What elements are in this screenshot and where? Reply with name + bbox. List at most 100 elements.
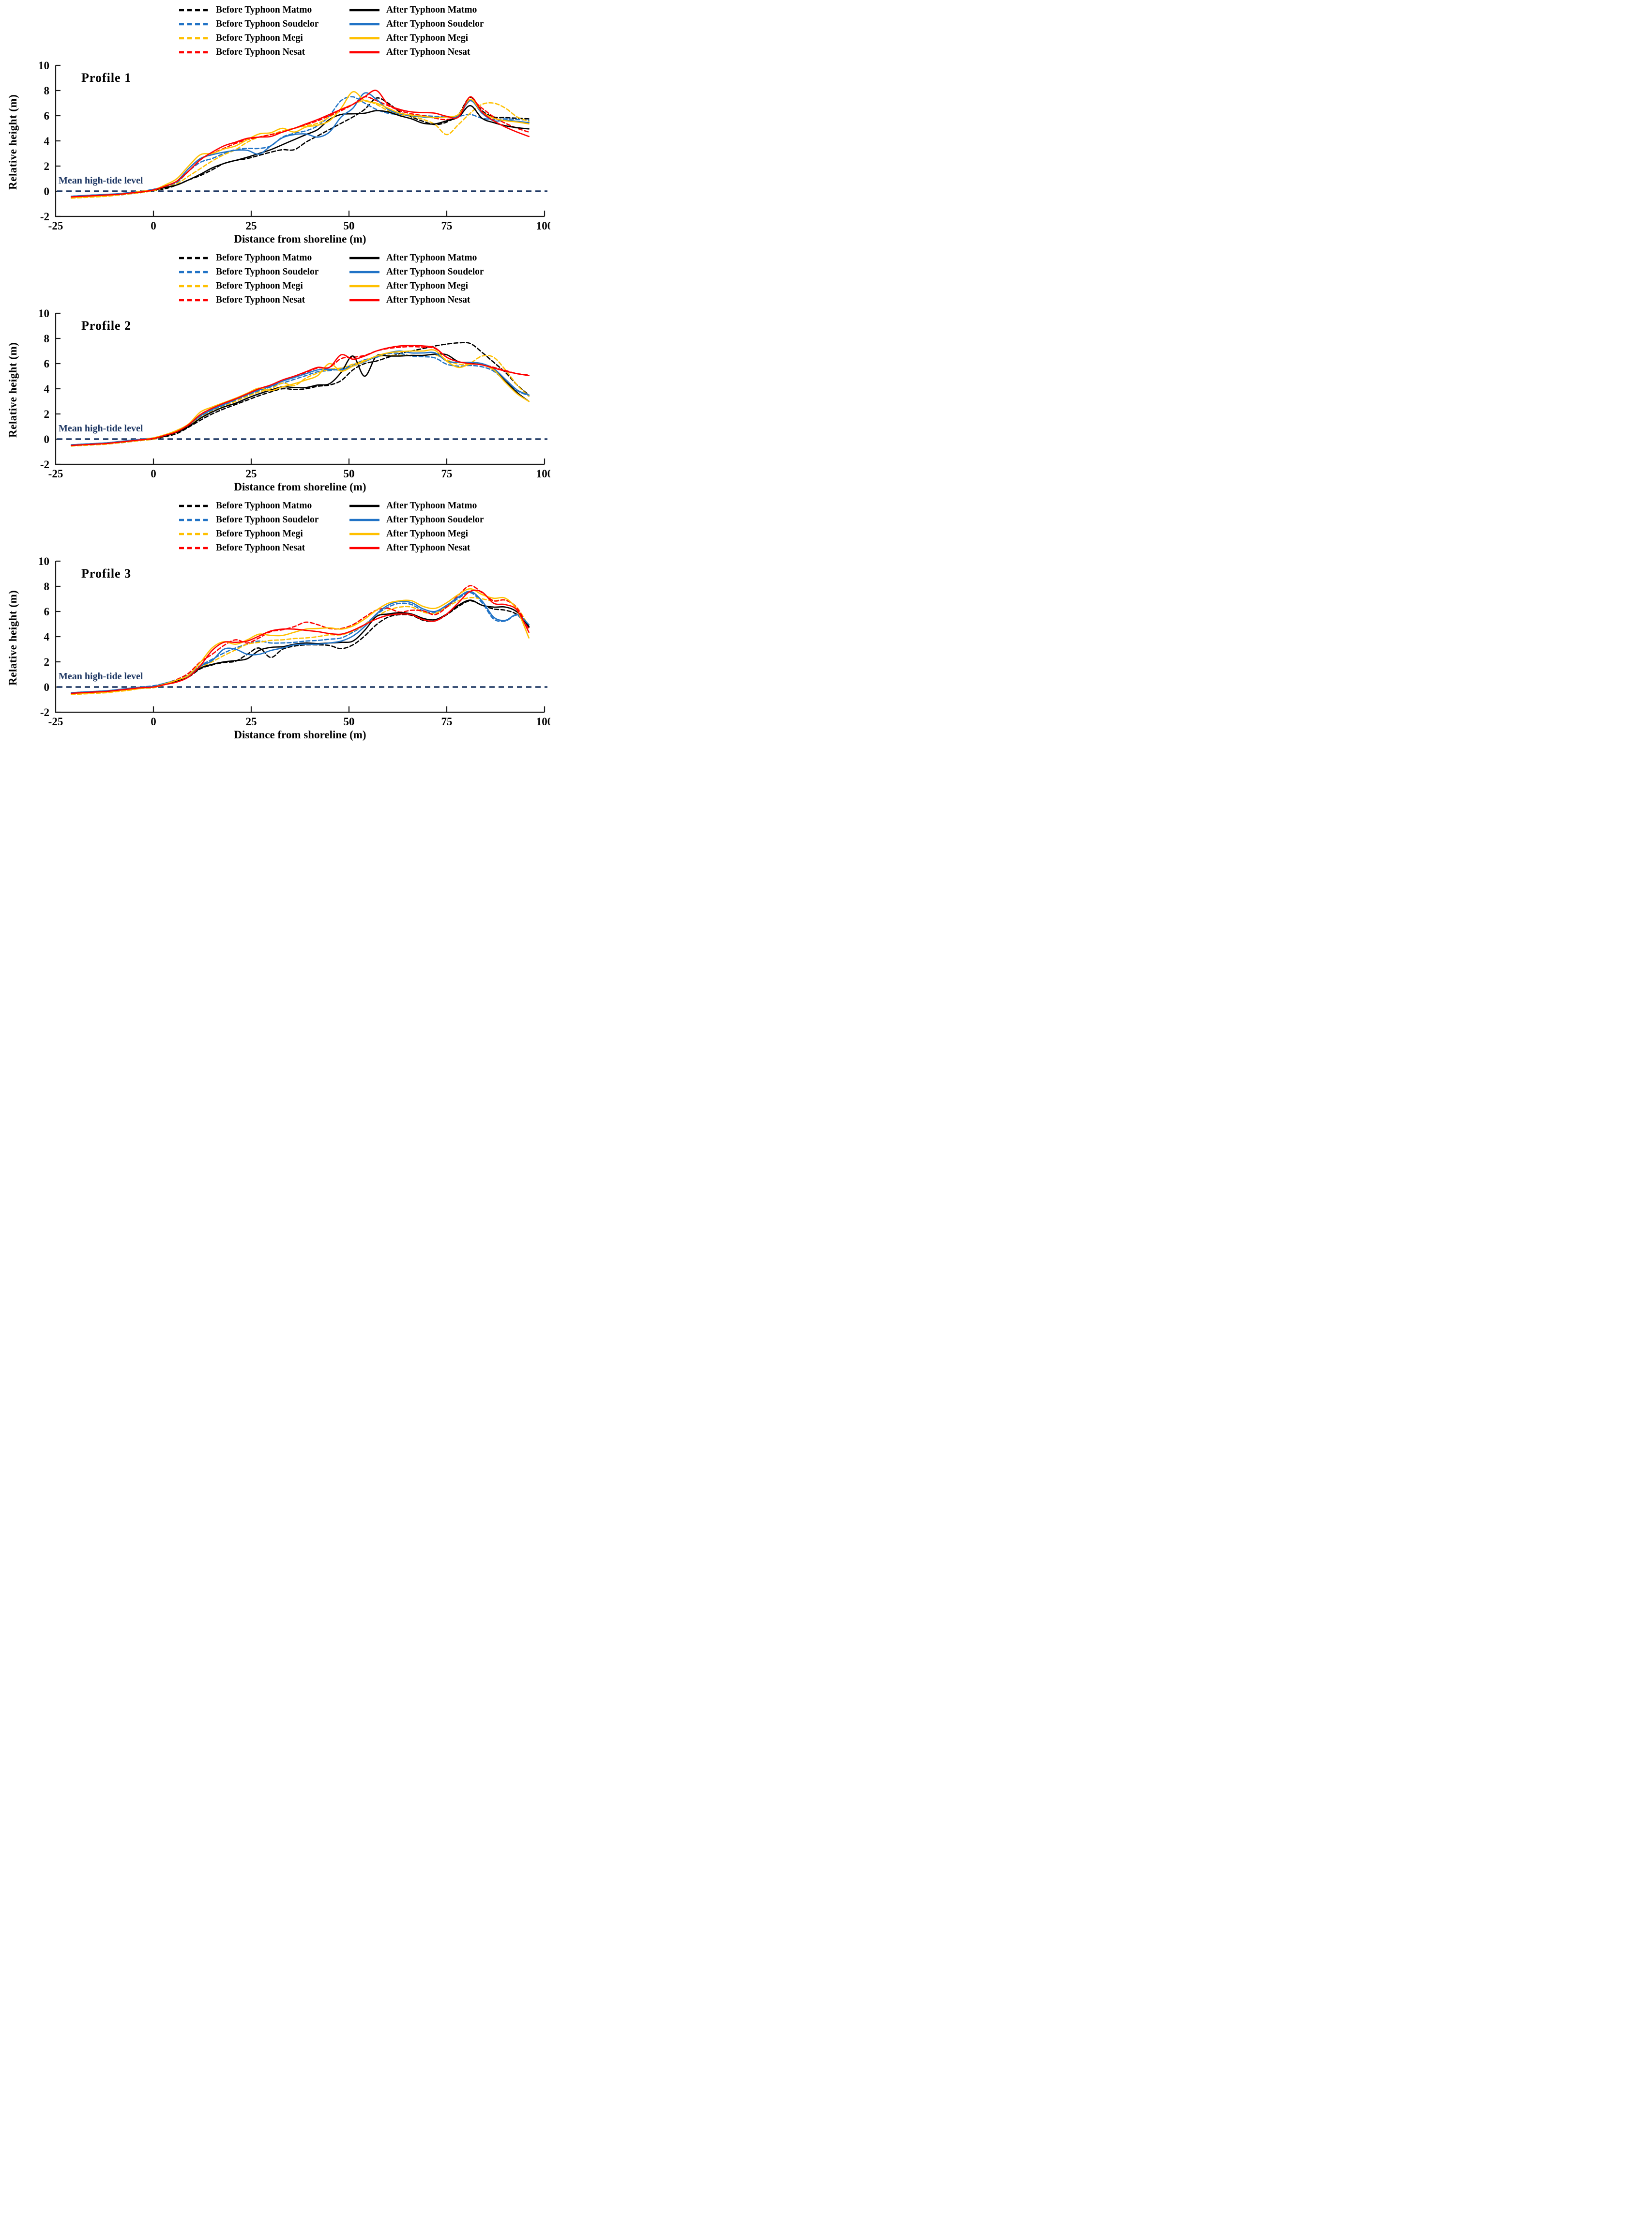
solid-line-swatch-icon [349,9,379,11]
legend-label: After Typhoon Megi [386,528,468,539]
mean-high-tide-label: Mean high-tide level [59,175,143,186]
y-tick-label: 6 [44,110,50,122]
legend-item-before-typhoon-matmo: Before Typhoon Matmo [178,251,349,265]
y-tick-label: 8 [44,581,50,593]
legend-item-before-typhoon-soudelor: Before Typhoon Soudelor [178,17,349,31]
dashed-line-swatch-icon [179,519,209,521]
legend-item-after-typhoon-megi: After Typhoon Megi [349,527,484,541]
x-tick-label: 0 [151,716,156,728]
y-tick-label: 4 [44,383,50,395]
legend-label: After Typhoon Nesat [386,542,470,553]
y-tick-label: 2 [44,656,50,668]
y-axis-title: Relative height (m) [7,590,19,686]
legend-item-before-typhoon-soudelor: Before Typhoon Soudelor [178,513,349,527]
x-tick-label: 25 [246,468,257,480]
solid-line-swatch-icon [349,257,379,259]
legend-item-after-typhoon-matmo: After Typhoon Matmo [349,499,484,513]
profile-2-plot: 10 8 6 4 2 0 -2-25 0 25 50 75 100 [38,307,550,480]
y-tick-label: -2 [40,458,49,471]
legend-item-before-typhoon-megi: Before Typhoon Megi [178,527,349,541]
legend-label: Before Typhoon Megi [216,280,303,291]
solid-line-swatch-icon [349,533,379,535]
y-tick-label: 10 [38,555,49,567]
legend-item-after-typhoon-matmo: After Typhoon Matmo [349,3,484,17]
y-axis-title: Relative height (m) [7,342,19,438]
legend-label: Before Typhoon Megi [216,32,303,43]
profile-3-chart: 10 8 6 4 2 0 -2 -25 0 25 50 75 100 Before Typhoon Ma… [0,496,550,744]
legend-label: Before Typhoon Matmo [216,252,312,263]
x-tick-label: 25 [246,716,257,728]
x-tick-label: 25 [246,220,257,232]
solid-line-swatch-icon [349,51,379,53]
legend-label: After Typhoon Megi [386,32,468,43]
x-tick-label: -25 [48,716,63,728]
legend-label: Before Typhoon Nesat [216,542,305,553]
series-after-typhoon-nesat [71,589,530,694]
legend-item-before-typhoon-nesat: Before Typhoon Nesat [178,45,349,59]
y-axis-title: Relative height (m) [7,94,19,190]
y-tick-label: 4 [44,631,50,643]
legend-item-before-typhoon-soudelor: Before Typhoon Soudelor [178,265,349,279]
legend-item-after-typhoon-megi: After Typhoon Megi [349,279,484,293]
y-tick-label: 8 [44,333,50,345]
profile-1-plot: 10 8 6 4 2 0 -2-25 0 25 50 75 100 [38,60,550,232]
legend-label: After Typhoon Matmo [386,4,477,15]
x-tick-label: 75 [441,468,453,480]
legend-item-before-typhoon-nesat: Before Typhoon Nesat [178,293,349,307]
y-tick-label: 0 [44,681,50,693]
x-tick-label: 75 [441,220,453,232]
y-tick-label: 0 [44,433,50,445]
solid-line-swatch-icon [349,23,379,25]
y-tick-label: 10 [38,307,49,320]
dashed-line-swatch-icon [179,257,209,259]
x-axis-title: Distance from shoreline (m) [234,233,366,245]
legend-label: Before Typhoon Matmo [216,4,312,15]
x-tick-label: 100 [536,716,550,728]
legend-item-after-typhoon-soudelor: After Typhoon Soudelor [349,17,484,31]
y-tick-label: -2 [40,706,49,718]
legend-label: Before Typhoon Matmo [216,500,312,511]
y-tick-label: 4 [44,135,50,147]
y-tick-label: 6 [44,358,50,370]
profile-3-plot: 10 8 6 4 2 0 -2-25 0 25 50 75 100 [38,555,550,728]
legend-item-before-typhoon-megi: Before Typhoon Megi [178,279,349,293]
series-after-typhoon-nesat [71,345,530,446]
dashed-line-swatch-icon [179,285,209,287]
mean-high-tide-label: Mean high-tide level [59,671,143,682]
solid-line-swatch-icon [349,547,379,549]
legend-label: After Typhoon Nesat [386,46,470,57]
solid-line-swatch-icon [349,37,379,39]
y-tick-label: 6 [44,606,50,618]
x-tick-label: 100 [536,468,550,480]
solid-line-swatch-icon [349,519,379,521]
dashed-line-swatch-icon [179,299,209,301]
y-tick-label: 2 [44,160,50,172]
legend-label: Before Typhoon Nesat [216,46,305,57]
solid-line-swatch-icon [349,299,379,301]
legend-item-after-typhoon-megi: After Typhoon Megi [349,31,484,45]
profile-1-chart: 10 8 6 4 2 0 -2 -25 0 25 50 75 100 Before Typhoon Ma… [0,0,550,248]
x-tick-label: 50 [344,220,355,232]
solid-line-swatch-icon [349,285,379,287]
legend-item-before-typhoon-matmo: Before Typhoon Matmo [178,499,349,513]
mean-high-tide-label: Mean high-tide level [59,423,143,434]
legend-label: Before Typhoon Nesat [216,294,305,305]
y-tick-label: -2 [40,211,49,223]
legend-label: After Typhoon Matmo [386,500,477,511]
legend-item-after-typhoon-matmo: After Typhoon Matmo [349,251,484,265]
x-tick-label: 0 [151,220,156,232]
legend-item-after-typhoon-soudelor: After Typhoon Soudelor [349,265,484,279]
solid-line-swatch-icon [349,271,379,273]
dashed-line-swatch-icon [179,271,209,273]
dashed-line-swatch-icon [179,533,209,535]
chart-title: Profile 2 [81,319,132,333]
legend: Before Typhoon Matmo Before Typhoon Soude… [178,499,484,555]
legend-item-after-typhoon-soudelor: After Typhoon Soudelor [349,513,484,527]
x-tick-label: 0 [151,468,156,480]
x-tick-label: 50 [344,468,355,480]
legend-label: After Typhoon Nesat [386,294,470,305]
y-tick-label: 0 [44,185,50,198]
legend-label: After Typhoon Soudelor [386,266,484,277]
legend-label: Before Typhoon Soudelor [216,514,319,525]
y-tick-label: 10 [38,60,49,72]
